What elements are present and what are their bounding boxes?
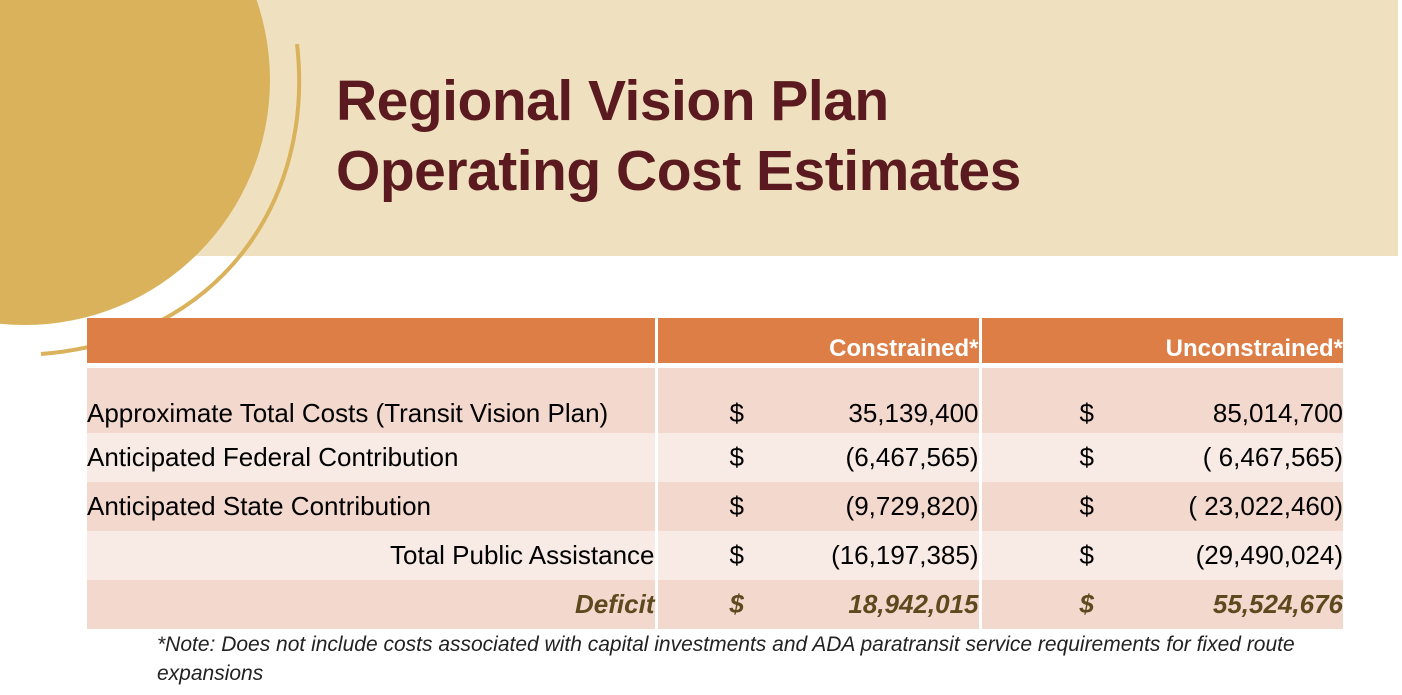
title-line-1: Regional Vision Plan: [336, 69, 889, 133]
header-label-cell: [87, 318, 658, 363]
decorative-circle-graphic: [0, 0, 302, 356]
currency-symbol: $: [980, 368, 1115, 433]
currency-symbol: $: [980, 482, 1115, 531]
header-spacer: [87, 363, 1344, 368]
unconstrained-value: 55,524,676: [1114, 580, 1344, 629]
constrained-value: (16,197,385): [756, 531, 982, 580]
constrained-value: 18,942,015: [756, 580, 982, 629]
table-row-total-costs: Approximate Total Costs (Transit Vision …: [87, 368, 1344, 433]
constrained-value: (6,467,565): [756, 433, 982, 482]
unconstrained-value: ( 6,467,565): [1114, 433, 1344, 482]
currency-symbol: $: [656, 482, 756, 531]
gold-circle: [0, 0, 270, 325]
currency-symbol: $: [656, 531, 756, 580]
constrained-value: (9,729,820): [756, 482, 982, 531]
currency-symbol: $: [980, 433, 1115, 482]
currency-symbol: $: [656, 580, 756, 629]
unconstrained-value: ( 23,022,460): [1114, 482, 1344, 531]
constrained-value: 35,139,400: [756, 368, 982, 433]
footnote: *Note: Does not include costs associated…: [157, 633, 1295, 685]
header-unconstrained: Unconstrained*: [980, 318, 1344, 363]
currency-symbol: $: [656, 368, 756, 433]
row-label: Anticipated State Contribution: [87, 482, 658, 531]
currency-symbol: $: [980, 580, 1115, 629]
row-label: Anticipated Federal Contribution: [87, 433, 658, 482]
table-row-total-public-assistance: Total Public Assistance $ (16,197,385) $…: [87, 531, 1344, 580]
header-constrained: Constrained*: [656, 318, 982, 363]
cost-estimates-table: Constrained* Unconstrained* Approximate …: [87, 318, 1344, 629]
table-row-deficit: Deficit $ 18,942,015 $ 55,524,676: [87, 580, 1344, 629]
unconstrained-value: (29,490,024): [1114, 531, 1344, 580]
currency-symbol: $: [656, 433, 756, 482]
row-label: Approximate Total Costs (Transit Vision …: [87, 368, 658, 433]
row-label: Total Public Assistance: [87, 531, 658, 580]
title-line-2: Operating Cost Estimates: [336, 139, 1021, 203]
table-row-federal: Anticipated Federal Contribution $ (6,46…: [87, 433, 1344, 482]
unconstrained-value: 85,014,700: [1114, 368, 1344, 433]
slide-title: Regional Vision Plan Operating Cost Esti…: [336, 66, 1021, 206]
currency-symbol: $: [980, 531, 1115, 580]
row-label: Deficit: [87, 580, 658, 629]
table-row-state: Anticipated State Contribution $ (9,729,…: [87, 482, 1344, 531]
table-header-row: Constrained* Unconstrained*: [87, 318, 1344, 363]
